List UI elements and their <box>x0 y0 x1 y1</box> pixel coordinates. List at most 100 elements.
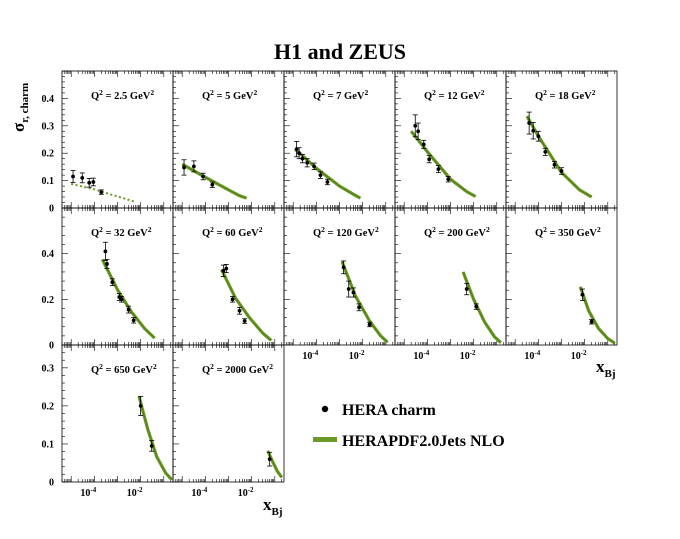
data-point <box>267 457 272 462</box>
q2-label: Q2 = 18 GeV2 <box>535 88 596 102</box>
data-point <box>367 322 372 327</box>
fit-band <box>137 395 173 481</box>
q2-value: = 18 GeV <box>547 91 592 102</box>
x-tick-label: 10-4 <box>80 486 96 499</box>
q2-exponent: 2 <box>321 88 325 97</box>
data-point <box>99 190 104 195</box>
q2-exponent: 2 <box>543 225 547 234</box>
panel-grid: 00.10.20.30.4 Q2 = 2.5 GeV2 Q2 = 5 GeV2 Q2 … <box>42 70 618 499</box>
data-point <box>71 174 75 179</box>
data-point <box>559 169 564 173</box>
x-tick-label: 10-2 <box>127 486 143 499</box>
q2-value: = 2.5 GeV <box>103 91 151 102</box>
x-tick-label: 10-2 <box>349 349 365 362</box>
q2-value: = 650 GeV <box>103 365 153 376</box>
data-point <box>242 319 247 323</box>
legend-marker-herapdf <box>313 437 337 442</box>
q2-symbol: Q <box>424 228 432 239</box>
y-tick-label: 0.4 <box>42 94 55 105</box>
data-point <box>413 123 418 128</box>
x-tick-label-exp: -2 <box>137 486 143 494</box>
q2-symbol: Q <box>202 91 210 102</box>
y-tick-label: 0 <box>49 204 54 215</box>
x-tick-label-base: 10 <box>413 351 423 362</box>
data-point <box>80 175 85 180</box>
data-point <box>300 156 305 161</box>
data-point <box>119 297 124 302</box>
q2-exponent: 2 <box>432 88 436 97</box>
fit-band <box>293 147 362 200</box>
data-point <box>421 142 426 147</box>
q2-symbol: Q <box>91 365 99 376</box>
x-tick-label: 10-2 <box>571 349 587 362</box>
q2-unit-exponent: 2 <box>148 225 152 234</box>
q2-symbol: Q <box>313 228 321 239</box>
fit-curve <box>462 271 502 343</box>
q2-label: Q2 = 60 GeV2 <box>202 225 263 239</box>
panel-8: 10-4 10-2Q2 = 200 GeV2 <box>394 207 507 362</box>
y-tick-label: 0.3 <box>42 121 55 132</box>
data-point <box>192 164 196 169</box>
data-point <box>436 167 441 171</box>
y-tick-label: 0 <box>49 341 54 352</box>
legend-marker-hera-charm <box>321 405 329 413</box>
y-tick-label: 0.2 <box>42 149 55 160</box>
panel-9: 10-4 10-2Q2 = 350 GeV2 <box>505 207 618 362</box>
x-tick-label: 10-4 <box>302 349 318 362</box>
q2-exponent: 2 <box>210 88 214 97</box>
fit-band <box>220 268 273 342</box>
y-tick-label: 0.1 <box>42 176 55 187</box>
q2-exponent: 2 <box>99 362 103 371</box>
data-point <box>346 287 351 291</box>
data-point <box>305 160 310 165</box>
y-tick-label: 0.3 <box>42 363 55 374</box>
x-axis-label-bottom-main: x <box>263 495 272 514</box>
x-tick-label-exp: -4 <box>534 349 540 357</box>
y-tick-label: 0.1 <box>42 439 55 450</box>
panel-7: 10-4 10-2Q2 = 120 GeV2 <box>283 207 396 362</box>
x-axis-label-right-main: x <box>596 357 605 376</box>
data-point <box>464 287 469 291</box>
x-tick-label-exp: -4 <box>201 486 207 494</box>
x-tick-label-exp: -2 <box>359 349 365 357</box>
q2-label: Q2 = 200 GeV2 <box>424 225 490 239</box>
data-point <box>182 165 186 170</box>
data-point <box>318 173 323 178</box>
fit-curve <box>526 116 592 198</box>
q2-label: Q2 = 2.5 GeV2 <box>91 88 154 102</box>
fit-band <box>525 115 593 199</box>
q2-unit-exponent: 2 <box>481 88 485 97</box>
q2-unit-exponent: 2 <box>364 88 368 97</box>
q2-value: = 2000 GeV <box>214 365 270 376</box>
data-point <box>341 265 346 270</box>
x-tick-label-exp: -2 <box>470 349 476 357</box>
y-axis-label-sub: r, charm <box>19 83 31 123</box>
data-point <box>527 121 532 125</box>
data-point <box>221 268 226 273</box>
q2-symbol: Q <box>313 91 321 102</box>
q2-value: = 32 GeV <box>103 228 148 239</box>
x-tick-label-base: 10 <box>127 488 137 499</box>
q2-unit-exponent: 2 <box>153 362 157 371</box>
q2-symbol: Q <box>202 365 210 376</box>
data-point <box>589 319 594 324</box>
data-point <box>416 129 421 134</box>
x-tick-label-base: 10 <box>191 488 201 499</box>
data-point <box>149 443 154 448</box>
data-point <box>552 162 557 167</box>
x-tick-label: 10-2 <box>238 486 254 499</box>
q2-label: Q2 = 350 GeV2 <box>535 225 601 239</box>
q2-value: = 200 GeV <box>436 228 486 239</box>
q2-label: Q2 = 2000 GeV2 <box>202 362 273 376</box>
data-point <box>110 280 115 285</box>
q2-exponent: 2 <box>99 88 103 97</box>
q2-value: = 60 GeV <box>214 228 259 239</box>
data-point <box>297 151 302 156</box>
q2-label: Q2 = 5 GeV2 <box>202 88 257 102</box>
fit-band <box>340 261 389 344</box>
q2-value: = 350 GeV <box>547 228 597 239</box>
q2-symbol: Q <box>202 228 210 239</box>
legend-label-hera-charm: HERA charm <box>342 402 436 419</box>
panel-2: Q2 = 7 GeV2 <box>283 70 396 209</box>
data-point <box>230 297 235 302</box>
